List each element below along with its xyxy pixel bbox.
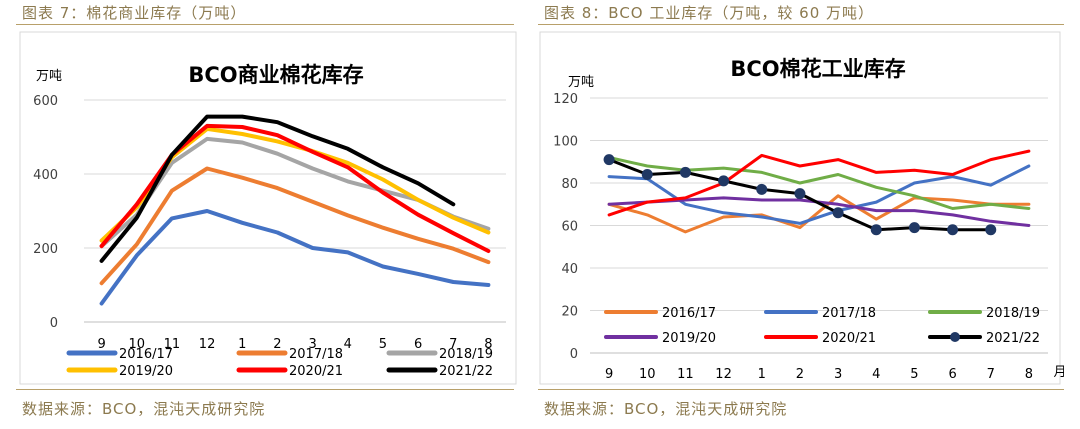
- data-point-marker: [908, 222, 920, 234]
- y-tick-label: 600: [33, 94, 58, 109]
- series-line: [607, 194, 1031, 234]
- x-tick-label: 12: [199, 337, 216, 352]
- chart-frame: [539, 31, 1061, 385]
- right-chart-header: 图表 8：BCO 工业库存（万吨，较 60 万吨）: [544, 4, 875, 22]
- y-tick-label: 0: [50, 316, 58, 331]
- legend-label: 2018/19: [439, 347, 493, 362]
- left-footer-rule: [16, 389, 514, 390]
- left-chart-source: 数据来源：BCO，混沌天成研究院: [22, 400, 266, 418]
- x-tick-label: 5: [910, 367, 918, 382]
- x-tick-label: 1: [758, 367, 766, 382]
- legend-label: 2016/17: [119, 347, 173, 362]
- chart-frame: [19, 31, 517, 385]
- data-point-marker: [756, 183, 768, 195]
- x-tick-label: 8: [1025, 367, 1033, 382]
- series-line: [99, 114, 456, 263]
- legend-label: 2018/19: [986, 306, 1040, 321]
- y-tick-label: 20: [561, 305, 578, 320]
- legend-label: 2019/20: [119, 364, 173, 379]
- legend-label: 2021/22: [986, 331, 1040, 346]
- x-tick-label: 10: [639, 367, 656, 382]
- data-point-marker: [832, 207, 844, 219]
- y-tick-label: 40: [561, 262, 578, 277]
- legend-label: 2016/17: [662, 306, 716, 321]
- y-axis-unit-label: 万吨: [36, 69, 62, 84]
- right-chart-source: 数据来源：BCO，混沌天成研究院: [544, 400, 788, 418]
- data-point-marker: [679, 166, 691, 178]
- x-tick-label: 4: [872, 367, 880, 382]
- legend-label: 2017/18: [289, 347, 343, 362]
- x-tick-label: 3: [834, 367, 842, 382]
- series-line: [99, 209, 491, 306]
- data-point-marker: [985, 224, 997, 236]
- data-point-marker: [794, 188, 806, 200]
- chart-title: BCO棉花工业库存: [730, 57, 905, 81]
- x-tick-label: 11: [164, 337, 181, 352]
- data-point-marker: [870, 224, 882, 236]
- x-tick-label: 5: [379, 337, 387, 352]
- y-tick-label: 60: [561, 220, 578, 235]
- x-tick-label: 6: [414, 337, 422, 352]
- data-point-marker: [641, 169, 653, 180]
- y-tick-label: 100: [553, 135, 578, 150]
- legend-label: 2020/21: [289, 364, 343, 379]
- left-header-rule: [16, 24, 514, 25]
- y-tick-label: 120: [553, 92, 578, 107]
- x-tick-label: 7: [987, 367, 995, 382]
- x-tick-label: 9: [605, 367, 613, 382]
- legend-label: 2021/22: [439, 364, 493, 379]
- chart-title: BCO商业棉花库存: [188, 63, 363, 87]
- x-tick-label: 10: [128, 337, 145, 352]
- right-footer-rule: [538, 389, 1064, 390]
- x-tick-label: 4: [344, 337, 352, 352]
- y-tick-label: 80: [561, 177, 578, 192]
- x-tick-label: 1: [238, 337, 246, 352]
- series-line: [99, 166, 491, 286]
- x-tick-label: 6: [948, 367, 956, 382]
- x-tick-label: 9: [97, 337, 105, 352]
- left-chart-header: 图表 7：棉花商业库存（万吨）: [22, 4, 247, 22]
- x-tick-label: 12: [715, 367, 732, 382]
- x-tick-label: 2: [796, 367, 804, 382]
- series-line: [607, 149, 1031, 217]
- y-tick-label: 0: [570, 347, 578, 362]
- legend-label: 2017/18: [822, 306, 876, 321]
- x-tick-label: 3: [308, 337, 316, 352]
- x-axis-unit-label: 月: [1053, 365, 1064, 380]
- y-axis-unit-label: 万吨: [568, 75, 594, 90]
- legend-label: 2019/20: [662, 331, 716, 346]
- y-tick-label: 200: [33, 242, 58, 257]
- x-tick-label: 11: [677, 367, 694, 382]
- data-point-marker: [603, 154, 615, 166]
- y-tick-label: 400: [33, 168, 58, 183]
- right-header-rule: [538, 24, 1064, 25]
- data-point-marker: [947, 224, 959, 236]
- data-point-marker: [718, 175, 730, 187]
- x-tick-label: 7: [449, 337, 457, 352]
- x-tick-label: 2: [273, 337, 281, 352]
- x-tick-label: 8: [484, 337, 492, 352]
- legend-marker: [950, 332, 960, 342]
- series-line: [607, 156, 1031, 210]
- legend-label: 2020/21: [822, 331, 876, 346]
